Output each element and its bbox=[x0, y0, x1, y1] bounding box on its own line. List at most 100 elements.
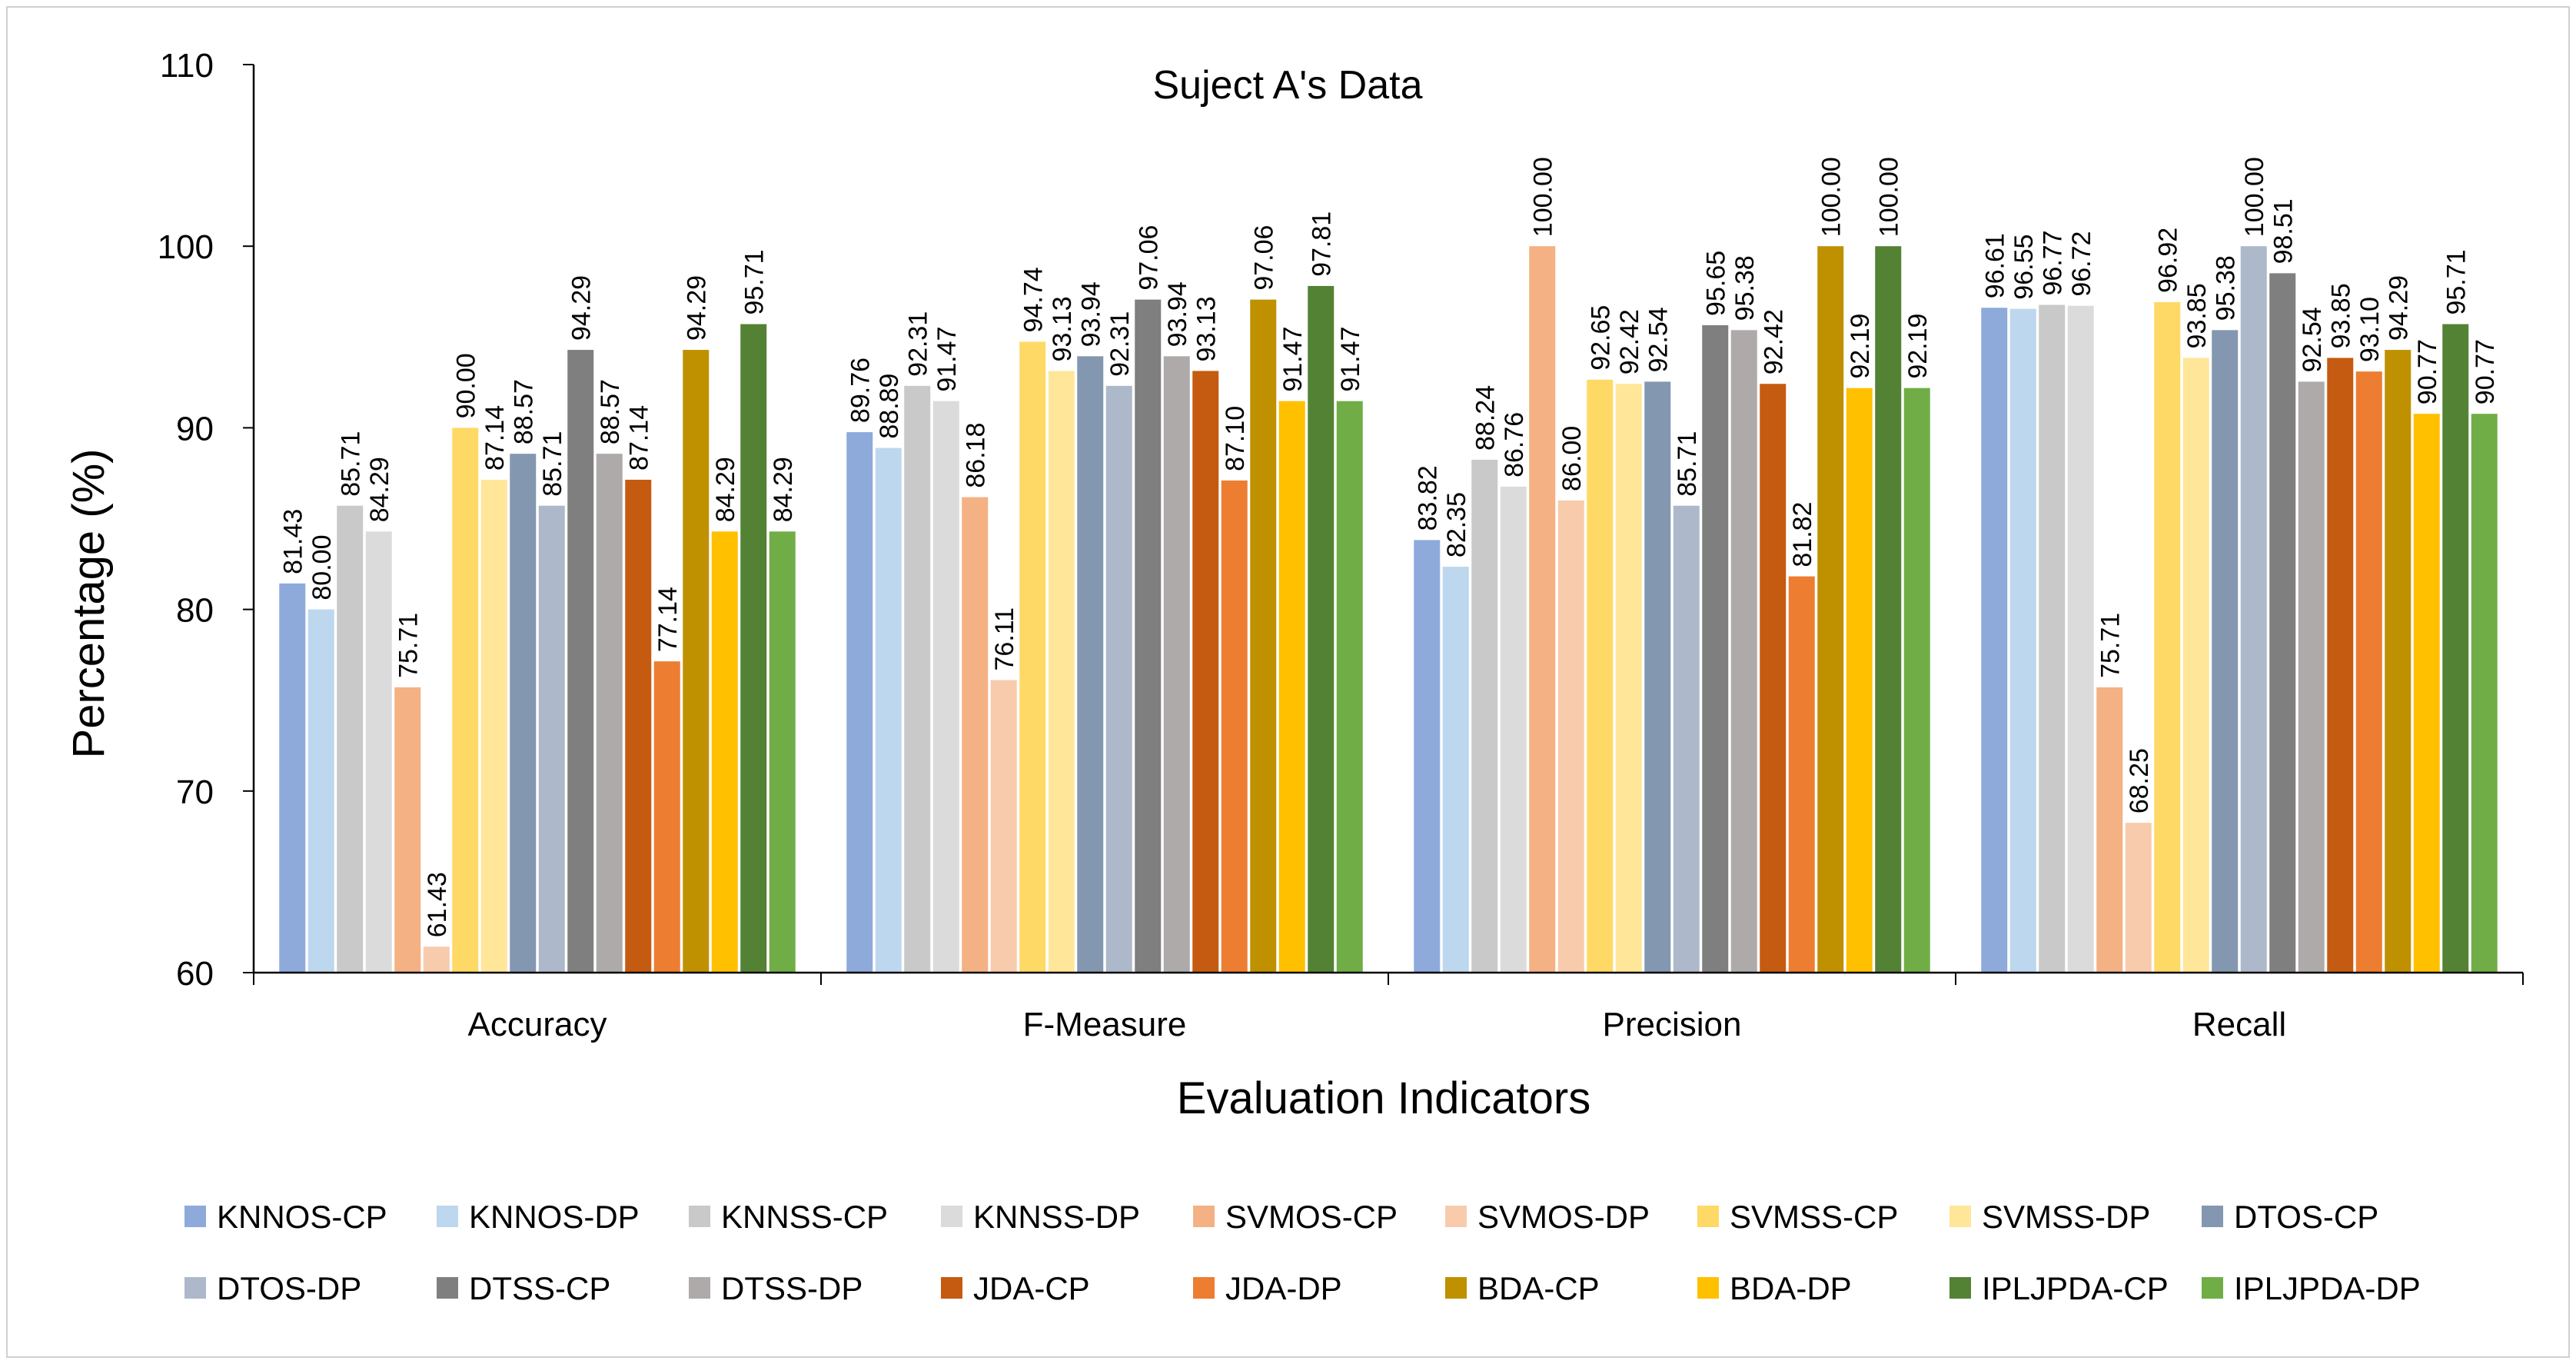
legend-item-dtss-cp: DTSS-CP bbox=[437, 1270, 610, 1306]
bar-svmss-cp bbox=[1019, 341, 1046, 973]
legend-swatch bbox=[184, 1277, 206, 1299]
legend-label: DTSS-CP bbox=[469, 1270, 610, 1306]
bar-jda-cp bbox=[625, 479, 652, 973]
legend-label: SVMOS-CP bbox=[1225, 1199, 1398, 1235]
bar-bda-dp bbox=[2413, 414, 2440, 973]
bar-value-label: 85.71 bbox=[538, 431, 567, 497]
bar-knnos-dp bbox=[1442, 567, 1469, 973]
bar-value-label: 93.85 bbox=[2326, 283, 2355, 348]
bar-value-label: 93.10 bbox=[2355, 297, 2385, 362]
axis-lines bbox=[252, 65, 2523, 974]
legend-label: SVMSS-DP bbox=[1982, 1199, 2150, 1235]
bar-value-label: 96.55 bbox=[2009, 235, 2039, 300]
bar-dtss-cp bbox=[1702, 324, 1729, 973]
bar-value-label: 91.47 bbox=[1336, 327, 1365, 392]
legend-item-dtos-cp: DTOS-CP bbox=[2202, 1199, 2378, 1235]
legend-item-knnos-dp: KNNOS-DP bbox=[437, 1199, 640, 1235]
bar-jda-dp bbox=[2355, 371, 2382, 973]
legend-swatch bbox=[689, 1206, 710, 1227]
bar-value-label: 86.18 bbox=[961, 423, 990, 488]
bar-svmss-dp bbox=[1615, 384, 1642, 973]
bar-value-label: 95.38 bbox=[2211, 255, 2240, 321]
bar-value-label: 90.77 bbox=[2471, 339, 2500, 404]
bar-value-label: 91.47 bbox=[1278, 327, 1308, 392]
bar-dtss-dp bbox=[1163, 356, 1190, 973]
legend-item-dtss-dp: DTSS-DP bbox=[689, 1270, 863, 1306]
bar-value-label: 85.71 bbox=[1673, 431, 1702, 497]
bar-dtss-dp bbox=[1730, 330, 1757, 973]
bar-value-label: 93.13 bbox=[1192, 296, 1221, 361]
bar-dtos-dp bbox=[2240, 246, 2267, 973]
bar-ipljpda-dp bbox=[1903, 388, 1930, 973]
bar-value-label: 81.82 bbox=[1788, 502, 1817, 567]
y-tick-label: 100 bbox=[158, 228, 214, 266]
bar-value-label: 94.74 bbox=[1019, 267, 1048, 332]
legend-label: DTOS-DP bbox=[217, 1270, 361, 1306]
bar-knnss-cp bbox=[904, 385, 931, 973]
bar-value-label: 81.43 bbox=[278, 509, 307, 574]
legend-label: BDA-CP bbox=[1477, 1270, 1600, 1306]
bar-svmss-dp bbox=[480, 479, 507, 973]
bar-value-label: 92.54 bbox=[2298, 307, 2327, 372]
bar-ipljpda-cp bbox=[1875, 246, 1902, 973]
bar-value-label: 87.14 bbox=[480, 405, 510, 471]
legend-swatch bbox=[941, 1206, 962, 1227]
x-category-label: Precision bbox=[1603, 1006, 1742, 1043]
legend-swatch bbox=[689, 1277, 710, 1299]
bar-value-label: 88.24 bbox=[1471, 385, 1500, 451]
legend-swatch bbox=[437, 1277, 458, 1299]
bar-ipljpda-dp bbox=[2471, 414, 2498, 973]
chart-title: Suject A's Data bbox=[1153, 63, 1423, 108]
bar-dtss-cp bbox=[1135, 299, 1162, 973]
bar-bda-cp bbox=[1817, 246, 1844, 973]
bar-value-label: 92.42 bbox=[1759, 309, 1788, 374]
bar-bda-cp bbox=[683, 350, 710, 973]
bar-dtos-cp bbox=[2212, 330, 2239, 973]
bar-ipljpda-dp bbox=[1336, 401, 1363, 973]
bar-value-label: 92.31 bbox=[903, 311, 932, 377]
bar-value-label: 93.94 bbox=[1163, 281, 1192, 347]
bar-jda-dp bbox=[1221, 480, 1248, 973]
bar-knnss-dp bbox=[2067, 305, 2094, 973]
legend-item-knnss-dp: KNNSS-DP bbox=[941, 1199, 1140, 1235]
bar-value-label: 94.29 bbox=[567, 275, 596, 341]
bar-bda-cp bbox=[2385, 350, 2411, 973]
bar-dtos-cp bbox=[1077, 356, 1104, 973]
bar-value-label: 76.11 bbox=[990, 607, 1019, 671]
bar-dtss-cp bbox=[567, 350, 594, 973]
legend-swatch bbox=[1445, 1277, 1467, 1299]
bar-bda-cp bbox=[1250, 299, 1277, 973]
legend-label: SVMOS-DP bbox=[1477, 1199, 1650, 1235]
bar-value-label: 100.00 bbox=[1528, 157, 1557, 237]
bar-jda-cp bbox=[1192, 371, 1219, 973]
y-tick-label: 110 bbox=[160, 47, 214, 85]
bar-value-label: 94.29 bbox=[2384, 275, 2413, 341]
bar-dtos-cp bbox=[1644, 381, 1671, 973]
value-labels-group: 81.43 89.76 83.82 96.61 80.00 88.89 82.35 96.55… bbox=[278, 157, 2500, 937]
legend-swatch bbox=[941, 1277, 962, 1299]
x-category-label: F-Measure bbox=[1023, 1006, 1187, 1043]
bar-knnos-cp bbox=[279, 583, 306, 973]
bar-dtos-cp bbox=[510, 454, 537, 973]
legend-label: JDA-DP bbox=[1225, 1270, 1342, 1306]
bar-svmos-cp bbox=[1529, 246, 1556, 973]
bar-dtos-dp bbox=[1105, 385, 1132, 973]
y-tick-label: 80 bbox=[176, 592, 214, 630]
legend-label: KNNOS-DP bbox=[469, 1199, 640, 1235]
legend-swatch bbox=[1193, 1277, 1215, 1299]
bar-svmos-cp bbox=[394, 687, 421, 973]
x-axis: Accuracy F-Measure Precision Recall bbox=[253, 973, 2524, 1043]
bar-ipljpda-cp bbox=[1308, 285, 1335, 973]
legend-label: DTOS-CP bbox=[2234, 1199, 2378, 1235]
bar-value-label: 95.38 bbox=[1730, 255, 1760, 321]
legend-item-bda-cp: BDA-CP bbox=[1445, 1270, 1600, 1306]
legend-label: JDA-CP bbox=[973, 1270, 1090, 1306]
legend-item-knnos-cp: KNNOS-CP bbox=[184, 1199, 387, 1235]
x-category-label: Accuracy bbox=[468, 1006, 607, 1043]
legend-swatch bbox=[1697, 1277, 1719, 1299]
bar-value-label: 88.57 bbox=[596, 379, 625, 444]
bar-knnos-cp bbox=[1414, 540, 1441, 973]
bar-svmss-cp bbox=[1587, 379, 1614, 973]
legend-label: BDA-DP bbox=[1730, 1270, 1852, 1306]
